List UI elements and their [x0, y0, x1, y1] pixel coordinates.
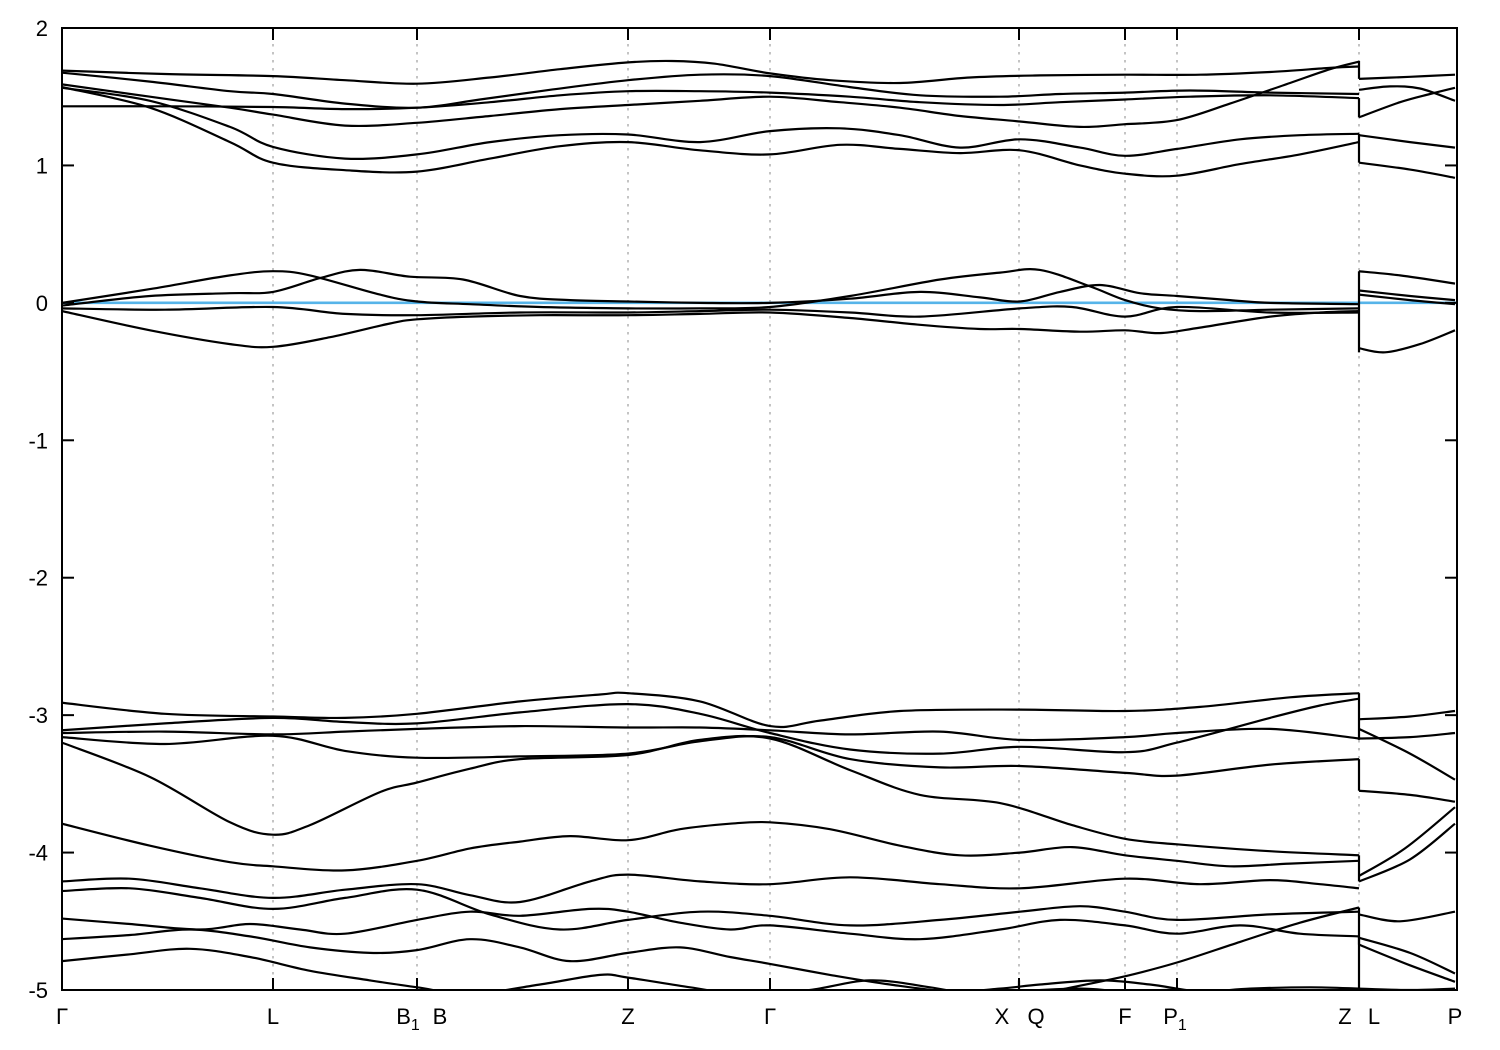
- band-curve-cond-1: [62, 59, 1360, 85]
- band-curve-val-panel-9: [1358, 943, 1456, 983]
- band-curve-cond-4: [62, 89, 1360, 111]
- y-tick-label: 2: [36, 16, 48, 41]
- band-curve-val-panel-4: [1358, 789, 1456, 803]
- high-symmetry-label: P1: [1163, 1004, 1187, 1034]
- band-curve-val-panel-8: [1358, 936, 1456, 975]
- band-curve-val-panel-7: [1358, 910, 1456, 923]
- band-curve-mid-panel-4: [1358, 329, 1456, 354]
- high-symmetry-label: Z: [1338, 1004, 1351, 1029]
- high-symmetry-label: L: [267, 1004, 279, 1029]
- high-symmetry-label: B: [433, 1004, 448, 1029]
- band-curve-val-10: [62, 928, 1360, 990]
- high-symmetry-label: X: [995, 1004, 1010, 1029]
- band-curve-cond-panel-5: [1358, 161, 1456, 179]
- band-curve-cond-panel-4: [1358, 134, 1456, 149]
- high-symmetry-label: Γ: [764, 1004, 776, 1029]
- band-curve-mid-panel-2: [1358, 289, 1456, 302]
- band-curve-val-8: [62, 886, 1360, 931]
- high-symmetry-label: Q: [1027, 1004, 1044, 1029]
- band-curve-val-panel-3: [1358, 731, 1456, 740]
- y-tick-label: 0: [36, 291, 48, 316]
- high-symmetry-label: P: [1448, 1004, 1463, 1029]
- band-curve-val-7: [62, 873, 1360, 904]
- high-symmetry-label: Z: [621, 1004, 634, 1029]
- band-curve-val-11: [62, 947, 1192, 990]
- band-curve-cond-panel-3: [1358, 86, 1456, 119]
- y-tick-label: -2: [28, 566, 48, 591]
- band-curve-cond-6: [62, 86, 1360, 178]
- band-curve-val-6: [62, 820, 1360, 872]
- high-symmetry-label: Γ: [56, 1004, 68, 1029]
- band-curve-mid-panel-1: [1358, 270, 1456, 285]
- band-curve-val-panel-1: [1358, 709, 1456, 721]
- band-curve-mid-2: [62, 268, 1360, 307]
- band-curve-val-12: [1053, 906, 1360, 990]
- band-curve-cond-panel-2: [1358, 85, 1456, 102]
- band-curve-val-panel-5: [1358, 806, 1456, 877]
- y-tick-labels: 2 1 0 -1 -2 -3 -4 -5: [28, 16, 48, 1003]
- band-curve-val-9: [62, 907, 1360, 941]
- band-curve-cond-3: [62, 60, 1360, 129]
- band-curve-mid-1: [62, 268, 1360, 313]
- x-axis-labels: Γ L B1 B Z Γ X Q F P1 Z L P: [56, 1004, 1462, 1034]
- band-curve-val-1: [62, 691, 1360, 729]
- plot-border: [61, 27, 1458, 991]
- band-curve-cond-panel-1: [1358, 73, 1456, 80]
- y-tick-label: -1: [28, 428, 48, 453]
- band-curve-cond-2: [62, 71, 1360, 109]
- band-curve-val-5: [62, 734, 1360, 857]
- y-tick-label: -4: [28, 841, 48, 866]
- gridlines: [272, 28, 1360, 990]
- band-curve-mid-4: [62, 310, 1360, 349]
- y-tick-label: -5: [28, 978, 48, 1003]
- band-curve-val-panel-6: [1358, 822, 1456, 883]
- high-symmetry-label: B1: [396, 1004, 420, 1034]
- y-tick-label: -3: [28, 703, 48, 728]
- band-curve-mid-3: [62, 305, 1360, 318]
- high-symmetry-label: L: [1368, 1004, 1380, 1029]
- axis-ticks: [62, 27, 1457, 991]
- band-curve-val-3: [62, 724, 1360, 742]
- y-tick-label: 1: [36, 153, 48, 178]
- band-curve-val-panel-2: [1358, 727, 1456, 781]
- high-symmetry-label: F: [1118, 1004, 1131, 1029]
- energy-bands: [62, 59, 1456, 990]
- band-curve-cond-5: [62, 86, 1360, 160]
